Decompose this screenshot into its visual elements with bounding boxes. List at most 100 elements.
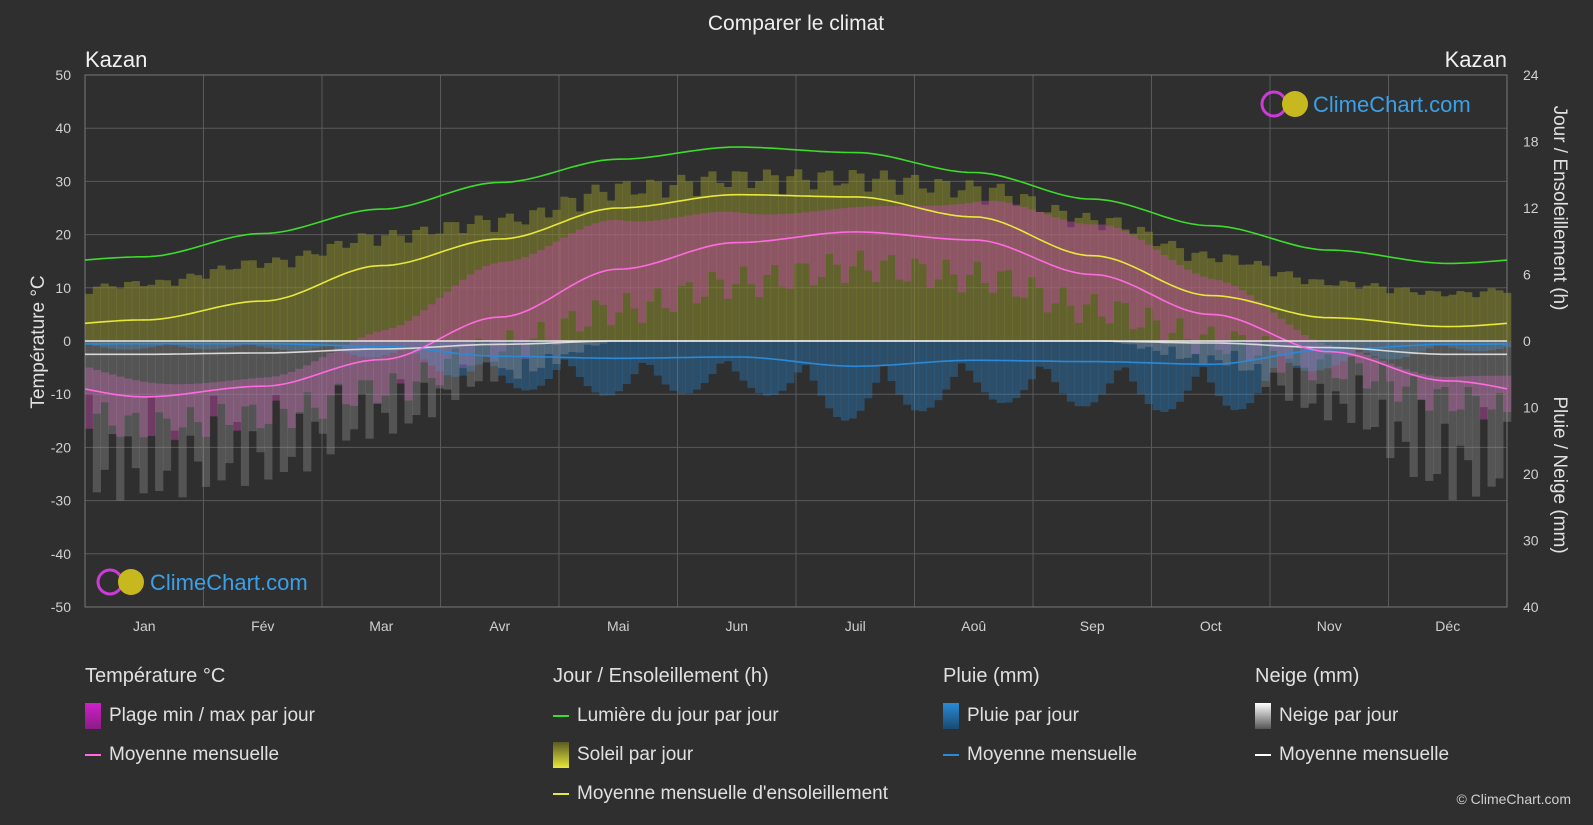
rain-bar bbox=[1316, 341, 1325, 371]
snow-bar bbox=[1355, 341, 1364, 376]
temp-range-bar bbox=[1370, 357, 1379, 382]
sunshine-bar bbox=[833, 185, 842, 341]
sun-mean-swatch bbox=[553, 793, 569, 795]
snow-swatch bbox=[1255, 703, 1271, 729]
sunshine-bar bbox=[1409, 292, 1418, 341]
temp-range-bar bbox=[762, 214, 772, 275]
sunshine-bar bbox=[692, 195, 701, 341]
snow-bar bbox=[272, 341, 281, 396]
temp-range-bar bbox=[1058, 219, 1068, 288]
legend-snow-daily: Neige par jour bbox=[1255, 703, 1449, 729]
temp-range-bar bbox=[1471, 375, 1481, 396]
legend-sun-mean: Moyenne mensuelle d'ensoleillement bbox=[553, 783, 888, 805]
snow-bar bbox=[1292, 341, 1301, 366]
sunshine-swatch bbox=[553, 742, 569, 768]
sunshine-bar bbox=[194, 275, 203, 341]
rain-bar bbox=[825, 341, 834, 409]
snow-bar bbox=[310, 341, 320, 422]
snow-bar bbox=[1199, 341, 1208, 365]
snow-bar bbox=[1230, 341, 1239, 351]
snow-bar bbox=[162, 341, 172, 471]
temp-range-bar bbox=[778, 214, 787, 287]
sunshine-bar bbox=[957, 190, 966, 341]
temp-range-bar bbox=[864, 206, 873, 271]
sunshine-bar bbox=[209, 269, 218, 341]
temp-range-bar bbox=[1417, 373, 1426, 401]
rain-bar bbox=[575, 341, 585, 377]
rain-bar bbox=[1191, 341, 1200, 377]
temp-range-bar bbox=[934, 205, 943, 280]
rain-bar bbox=[1479, 341, 1488, 352]
sunshine-bar bbox=[607, 200, 616, 341]
temp-range-bar bbox=[521, 257, 530, 360]
rain-bar bbox=[1207, 341, 1216, 383]
sunshine-bar bbox=[910, 174, 920, 341]
temp-range-bar bbox=[739, 212, 748, 267]
rain-bar bbox=[864, 341, 873, 399]
sunshine-bar bbox=[497, 217, 507, 341]
snow-bar bbox=[1409, 341, 1418, 478]
snow-bar bbox=[1214, 341, 1223, 361]
temp-range-bar bbox=[1440, 377, 1449, 388]
left-tick-label: 50 bbox=[55, 67, 71, 83]
rain-bar bbox=[614, 341, 624, 392]
rain-bar bbox=[1035, 341, 1044, 367]
sunshine-bar bbox=[747, 188, 756, 341]
sunshine-bar bbox=[170, 285, 179, 341]
sunshine-bar bbox=[1253, 260, 1262, 341]
rain-bar bbox=[513, 341, 522, 389]
temp-range-bar bbox=[1230, 286, 1239, 332]
rain-bar bbox=[638, 341, 647, 363]
sunshine-bar bbox=[1043, 212, 1052, 341]
temp-range-bar bbox=[303, 365, 312, 393]
sunshine-bar bbox=[435, 233, 444, 341]
temp-range-bar bbox=[1378, 360, 1387, 364]
right-top-tick-label: 18 bbox=[1523, 134, 1539, 150]
sunshine-bar bbox=[614, 183, 624, 341]
temp-range-bar bbox=[459, 279, 468, 369]
snow-bar bbox=[560, 341, 569, 355]
rain-bar bbox=[349, 341, 359, 356]
rain-bar bbox=[809, 341, 818, 381]
temp-range-bar bbox=[1292, 329, 1301, 346]
month-tick-label: Fév bbox=[251, 618, 274, 634]
temp-range-bar bbox=[365, 334, 374, 381]
rain-bar bbox=[287, 341, 296, 351]
snow-bar bbox=[1464, 341, 1473, 461]
sunshine-bar bbox=[521, 224, 530, 341]
sunshine-bar bbox=[536, 207, 546, 341]
rain-bar bbox=[318, 341, 327, 347]
rain-bar bbox=[942, 341, 951, 390]
temp-range-bar bbox=[684, 215, 694, 283]
sunshine-bar bbox=[973, 186, 982, 341]
sunshine-bar bbox=[373, 245, 382, 341]
sunshine-bar bbox=[529, 210, 538, 341]
temp-range-bar bbox=[607, 220, 616, 326]
rain-bar bbox=[1199, 341, 1208, 368]
sunshine-bar bbox=[482, 219, 491, 341]
temp-range-bar bbox=[178, 384, 187, 428]
rain-bar bbox=[840, 341, 849, 421]
snow-bar bbox=[1323, 341, 1333, 421]
snow-bar bbox=[279, 341, 288, 472]
sunshine-bar bbox=[809, 189, 818, 341]
temp-range-bar bbox=[272, 376, 281, 401]
rain-bar bbox=[1214, 341, 1223, 397]
sunshine-bar bbox=[622, 181, 631, 341]
sunshine-bar bbox=[1269, 276, 1278, 341]
temp-range-bar bbox=[1308, 339, 1317, 381]
temp-range-bar bbox=[349, 340, 359, 406]
legend-rain-mean-label: Moyenne mensuelle bbox=[967, 744, 1138, 765]
temp-range-bar bbox=[973, 201, 982, 262]
sunshine-bar bbox=[1370, 283, 1379, 341]
temp-range-bar bbox=[1090, 224, 1099, 295]
legend-snow: Neige (mm) Neige par jour Moyenne mensue… bbox=[1255, 665, 1449, 783]
temp-mean-line bbox=[84, 231, 1508, 398]
snow-bar bbox=[599, 341, 608, 344]
sunshine-bar bbox=[568, 197, 577, 341]
snow-bar bbox=[1207, 341, 1216, 356]
right-top-tick-label: 0 bbox=[1523, 333, 1531, 349]
rain-bar bbox=[279, 341, 288, 350]
temp-range-bar bbox=[1261, 306, 1270, 337]
rain-bar bbox=[646, 341, 655, 365]
